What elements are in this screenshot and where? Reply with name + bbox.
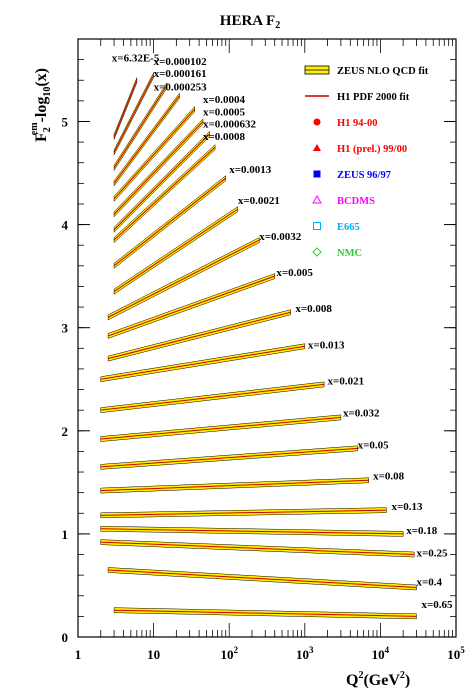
fit-curve (113, 80, 138, 138)
legend-circle-marker (313, 118, 321, 126)
legend-label: E665 (337, 222, 360, 233)
fit-curve (114, 609, 417, 617)
fit-curve (113, 95, 180, 184)
legend-label: H1 PDF 2000 fit (337, 92, 410, 103)
series-label: x=0.65 (422, 599, 454, 611)
legend-label: BCDMS (337, 196, 375, 207)
y-tick-label: 4 (62, 218, 69, 233)
x-tick-label: 10 (147, 647, 160, 662)
series-label: x=0.000161 (154, 68, 207, 80)
fit-curve (113, 133, 210, 231)
series-label: x=0.013 (308, 339, 345, 351)
y-tick-label: 3 (62, 321, 69, 336)
series-label: x=0.0004 (203, 94, 246, 106)
fit-curve (113, 121, 204, 215)
fit-curve (100, 541, 415, 556)
fit-curve (108, 569, 417, 589)
x-tick-label: 104 (372, 645, 390, 662)
legend-triangle-open-marker (312, 194, 322, 204)
legend-label: NMC (337, 248, 362, 259)
series-label: x=0.08 (373, 470, 405, 482)
fit-curve (113, 74, 155, 153)
fit-curve (100, 383, 325, 411)
series-label: x=0.0013 (229, 164, 272, 176)
chart-title: HERA F2 (220, 13, 280, 31)
series-label: x=0.4 (416, 576, 442, 588)
legend: ZEUS NLO QCD fit H1 PDF 2000 fit H1 94-00 H… (304, 65, 429, 259)
fit-curve (113, 108, 196, 200)
series-label: x=0.0005 (203, 106, 246, 118)
x-tick-label: 102 (220, 645, 238, 662)
y-tick-label: 5 (62, 114, 69, 129)
legend-triangle-marker (313, 144, 321, 151)
fit-curve (113, 146, 216, 241)
fit-curve (107, 275, 275, 337)
series-label: x=0.25 (416, 548, 448, 560)
legend-label: ZEUS 96/97 (337, 170, 391, 181)
fit-curve (100, 416, 341, 440)
x-tick-label: 105 (447, 645, 465, 662)
series-label: x=0.0032 (259, 231, 302, 243)
fit-curve (113, 177, 227, 267)
series-label: x=6.32E-5 (112, 53, 160, 65)
fit-curve (100, 479, 369, 492)
series-label: x=0.05 (358, 439, 390, 451)
fit-curve (100, 509, 387, 516)
series-label: x=0.13 (391, 501, 423, 513)
fit-curves (100, 74, 417, 617)
series-labels: x=6.32E-5x=0.000102x=0.000161x=0.000253x… (112, 53, 453, 611)
series-label: x=0.000102 (154, 56, 208, 68)
x-tick-label: 1 (75, 647, 82, 662)
x-axis-label: Q2(GeV2) (346, 670, 410, 689)
fit-curve (100, 528, 404, 535)
series-label: x=0.008 (295, 303, 332, 315)
y-tick-label: 1 (62, 527, 69, 542)
legend-label: H1 94-00 (337, 118, 378, 129)
fit-curve (107, 239, 260, 318)
legend-label: H1 (prel.) 99/00 (337, 144, 407, 155)
series-label: x=0.0021 (238, 195, 280, 207)
series-label: x=0.032 (343, 407, 380, 419)
series-label: x=0.0008 (203, 131, 246, 143)
y-tick-label: 0 (62, 630, 69, 645)
y-tick-label: 2 (62, 424, 69, 439)
x-tick-label: 103 (296, 645, 314, 662)
series-label: x=0.005 (276, 267, 313, 279)
fit-curve (113, 85, 168, 169)
fit-curve (113, 208, 239, 293)
legend-diamond-open-marker (312, 247, 322, 257)
series-label: x=0.18 (406, 525, 438, 537)
legend-square-marker (313, 170, 321, 178)
plot-frame (77, 38, 457, 638)
fit-curve (100, 345, 305, 380)
legend-square-open-marker (313, 222, 321, 230)
y-axis-label: F2em-log10(x) (29, 68, 53, 142)
series-label: x=0.000632 (203, 119, 257, 131)
series-label: x=0.021 (328, 375, 365, 387)
fit-curve (107, 311, 291, 360)
series-label: x=0.000253 (154, 82, 208, 94)
fit-curve (100, 447, 358, 468)
legend-label: ZEUS NLO QCD fit (337, 66, 429, 77)
